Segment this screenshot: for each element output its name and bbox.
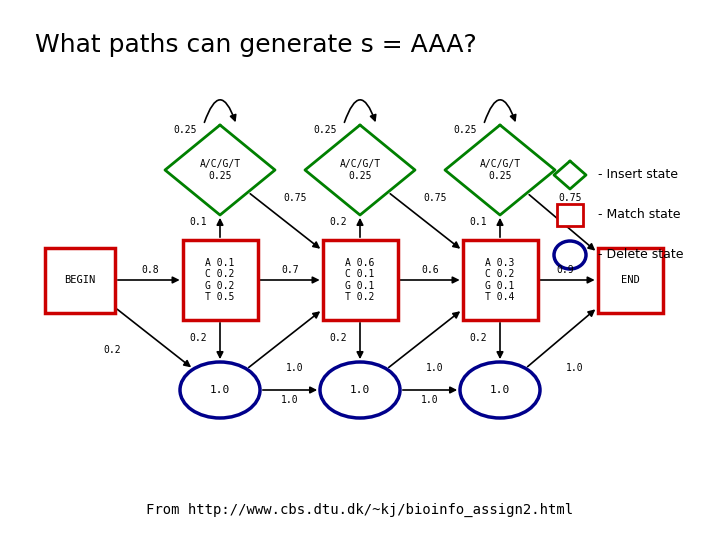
Text: 1.0: 1.0 [426, 363, 444, 373]
Ellipse shape [180, 362, 260, 418]
Bar [182, 240, 258, 320]
Text: - Match state: - Match state [598, 208, 680, 221]
Text: 1.0: 1.0 [490, 385, 510, 395]
Text: - Delete state: - Delete state [598, 248, 683, 261]
Bar [557, 204, 583, 226]
Text: A/C/G/T
0.25: A/C/G/T 0.25 [339, 159, 381, 181]
Text: A/C/G/T
0.25: A/C/G/T 0.25 [480, 159, 521, 181]
Bar [598, 247, 662, 313]
Text: 0.8: 0.8 [141, 265, 159, 275]
Text: A 0.3
C 0.2
G 0.1
T 0.4: A 0.3 C 0.2 G 0.1 T 0.4 [485, 258, 515, 302]
Text: 1.0: 1.0 [210, 385, 230, 395]
Text: 1.0: 1.0 [566, 363, 584, 373]
Text: BEGIN: BEGIN [64, 275, 96, 285]
Text: 0.75: 0.75 [558, 193, 582, 203]
Text: A 0.6
C 0.1
G 0.1
T 0.2: A 0.6 C 0.1 G 0.1 T 0.2 [346, 258, 374, 302]
Text: 1.0: 1.0 [282, 395, 299, 405]
Bar [323, 240, 397, 320]
Text: 0.1: 0.1 [189, 217, 207, 227]
Text: A 0.1
C 0.2
G 0.2
T 0.5: A 0.1 C 0.2 G 0.2 T 0.5 [205, 258, 235, 302]
Text: 0.1: 0.1 [469, 217, 487, 227]
Text: A/C/G/T
0.25: A/C/G/T 0.25 [199, 159, 240, 181]
Text: 0.25: 0.25 [174, 125, 197, 135]
Text: 0.25: 0.25 [454, 125, 477, 135]
Bar [462, 240, 538, 320]
Text: 0.2: 0.2 [329, 333, 347, 343]
Bar [45, 247, 115, 313]
Text: 0.9: 0.9 [556, 265, 574, 275]
Text: From http://www.cbs.dtu.dk/~kj/bioinfo_assign2.html: From http://www.cbs.dtu.dk/~kj/bioinfo_a… [146, 503, 574, 517]
Text: 0.2: 0.2 [103, 345, 121, 355]
Text: 1.0: 1.0 [421, 395, 438, 405]
Text: 0.2: 0.2 [189, 333, 207, 343]
Text: - Insert state: - Insert state [598, 168, 678, 181]
Ellipse shape [320, 362, 400, 418]
Text: 0.2: 0.2 [329, 217, 347, 227]
Ellipse shape [554, 241, 586, 269]
Text: 0.2: 0.2 [469, 333, 487, 343]
Text: END: END [621, 275, 639, 285]
Text: 1.0: 1.0 [286, 363, 304, 373]
Text: 0.25: 0.25 [313, 125, 337, 135]
Text: 0.75: 0.75 [283, 193, 307, 203]
Ellipse shape [460, 362, 540, 418]
Text: 0.75: 0.75 [423, 193, 446, 203]
Text: 1.0: 1.0 [350, 385, 370, 395]
Text: 0.7: 0.7 [282, 265, 299, 275]
Text: What paths can generate s = AAA?: What paths can generate s = AAA? [35, 33, 477, 57]
Text: 0.6: 0.6 [421, 265, 438, 275]
